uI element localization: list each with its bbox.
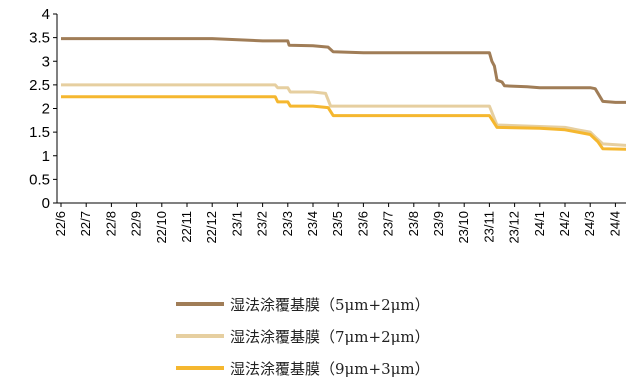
- legend-swatch-2: [176, 366, 224, 370]
- x-tick-label-1: 22/7: [78, 211, 93, 236]
- x-tick-label-15: 23/9: [431, 211, 446, 236]
- legend-item-1: 湿法涂覆基膜（7μm+2μm）: [176, 320, 430, 352]
- x-tick-label-5: 22/11: [179, 211, 194, 243]
- x-tick-label-19: 24/1: [532, 211, 547, 236]
- x-tick-label-16: 23/10: [456, 211, 471, 244]
- legend-swatch-1: [176, 334, 224, 338]
- x-tick-label-0: 22/6: [53, 211, 68, 236]
- series-line-1: [61, 83, 626, 147]
- x-tick-label-4: 22/10: [154, 211, 169, 244]
- x-tick-label-9: 23/3: [280, 211, 295, 236]
- x-tick-label-12: 23/6: [355, 211, 370, 236]
- legend-label-2: 湿法涂覆基膜（9μm+3μm）: [230, 359, 430, 378]
- axes: 0 0.5 1 1.5 2 2.5 3 3.5 4 22/6 22/7 22/8 22/9 22/10 22…: [29, 6, 626, 244]
- series-layer: [61, 37, 626, 151]
- y-tick-label-4: 2: [42, 101, 50, 118]
- legend-item-0: 湿法涂覆基膜（5μm+2μm）: [176, 288, 430, 320]
- x-tick-label-3: 22/9: [129, 211, 144, 236]
- legend-label-1: 湿法涂覆基膜（7μm+2μm）: [230, 327, 430, 346]
- x-tick-label-13: 23/7: [381, 211, 396, 236]
- legend-label-0: 湿法涂覆基膜（5μm+2μm）: [230, 295, 430, 314]
- x-tick-label-17: 23/11: [481, 211, 496, 243]
- legend: 湿法涂覆基膜（5μm+2μm） 湿法涂覆基膜（7μm+2μm） 湿法涂覆基膜（9…: [176, 288, 430, 384]
- x-tick-label-22: 24/4: [607, 211, 622, 236]
- x-tick-label-2: 22/8: [103, 211, 118, 236]
- x-tick-label-20: 24/2: [557, 211, 572, 236]
- y-tick-label-5: 2.5: [29, 77, 50, 94]
- legend-item-2: 湿法涂覆基膜（9μm+3μm）: [176, 352, 430, 384]
- legend-swatch-0: [176, 302, 224, 306]
- x-tick-label-10: 23/4: [305, 211, 320, 236]
- x-tick-label-8: 23/2: [255, 211, 270, 236]
- x-tick-label-21: 24/3: [582, 211, 597, 236]
- line-chart: 0 0.5 1 1.5 2 2.5 3 3.5 4 22/6 22/7 22/8 22/9 22/10 22…: [29, 6, 626, 244]
- series-line-2: [61, 95, 626, 151]
- x-tick-label-7: 23/1: [229, 211, 244, 236]
- x-tick-label-6: 22/12: [204, 211, 219, 244]
- y-tick-label-2: 1: [42, 148, 50, 165]
- x-tick-label-18: 23/12: [507, 211, 522, 244]
- y-tick-label-6: 3: [42, 53, 50, 70]
- x-tick-label-11: 23/5: [330, 211, 345, 236]
- x-tick-label-14: 23/8: [406, 211, 421, 236]
- y-tick-label-7: 3.5: [29, 30, 50, 47]
- y-tick-label-1: 0.5: [29, 171, 50, 188]
- series-line-0: [61, 37, 626, 104]
- y-tick-label-3: 1.5: [29, 124, 50, 141]
- y-tick-label-0: 0: [42, 195, 50, 212]
- y-tick-label-8: 4: [42, 6, 50, 23]
